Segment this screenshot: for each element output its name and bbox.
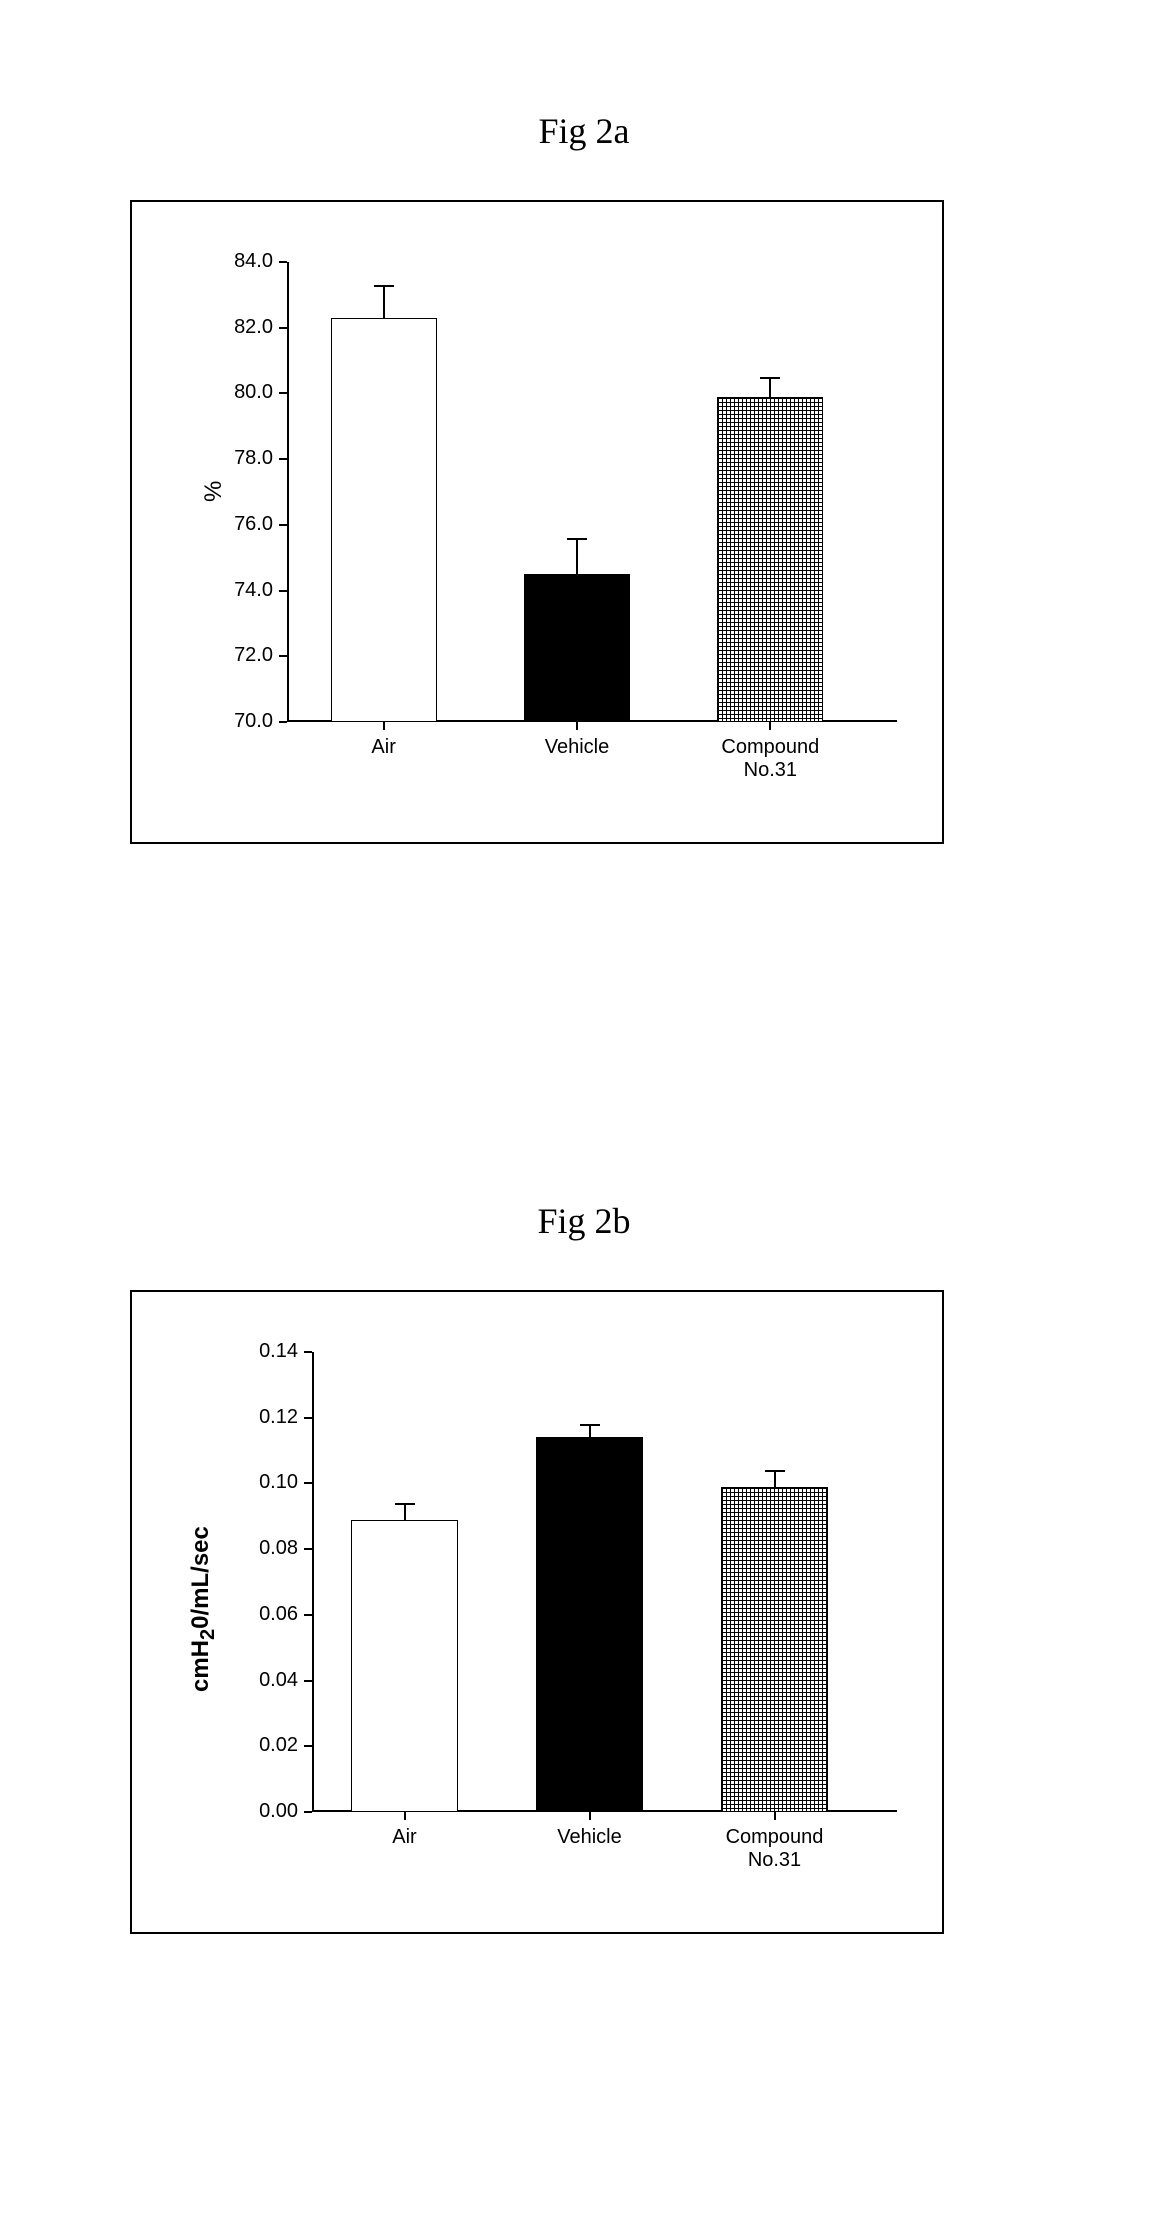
y-tick-label: 82.0	[209, 316, 273, 339]
y-tick	[304, 1417, 312, 1419]
bar	[351, 1520, 458, 1812]
page: Fig 2a 70.0 72.0 74.0 76.0 78.0 80.0 82.0 84.0 A…	[0, 0, 1168, 2217]
error-bar	[576, 538, 578, 574]
x-category-label: Air	[304, 736, 464, 759]
x-tick	[774, 1812, 776, 1820]
y-tick-label: 0.06	[234, 1603, 298, 1626]
y-tick	[279, 524, 287, 526]
y-tick	[304, 1811, 312, 1813]
y-tick-label: 0.08	[234, 1537, 298, 1560]
y-tick	[279, 655, 287, 657]
error-cap	[760, 377, 780, 379]
error-bar	[769, 377, 771, 397]
x-category-label: CompoundNo.31	[695, 1826, 855, 1872]
x-tick	[383, 722, 385, 730]
error-cap	[580, 1424, 600, 1426]
x-tick	[576, 722, 578, 730]
y-tick-label: 0.00	[234, 1800, 298, 1823]
fig2b-plot: 0.000.020.040.060.080.100.120.14AirVehic…	[312, 1352, 867, 1812]
y-tick	[304, 1482, 312, 1484]
fig2b-title: Fig 2b	[0, 1200, 1168, 1242]
y-tick	[304, 1614, 312, 1616]
fig2a-title: Fig 2a	[0, 110, 1168, 152]
y-tick	[279, 261, 287, 263]
y-tick	[279, 327, 287, 329]
y-tick-label: 0.10	[234, 1471, 298, 1494]
y-tick	[304, 1680, 312, 1682]
y-tick-label: 76.0	[209, 513, 273, 536]
error-bar	[774, 1470, 776, 1486]
fig2a-ylabel: %	[200, 481, 228, 502]
y-tick	[304, 1548, 312, 1550]
bar	[331, 318, 437, 722]
y-tick-label: 84.0	[209, 250, 273, 273]
fig2a-panel: 70.0 72.0 74.0 76.0 78.0 80.0 82.0 84.0 Air Vehic…	[130, 200, 944, 844]
y-tick-label: 0.14	[234, 1340, 298, 1363]
y-tick	[279, 721, 287, 723]
y-tick-label: 0.04	[234, 1669, 298, 1692]
y-tick-label: 74.0	[209, 579, 273, 602]
fig2b-ylabel: cmH20/mL/sec	[187, 1526, 220, 1692]
y-tick-label: 0.02	[234, 1734, 298, 1757]
x-category-label: CompoundNo.31	[690, 736, 850, 782]
x-tick	[404, 1812, 406, 1820]
y-axis	[312, 1352, 314, 1812]
error-bar	[383, 285, 385, 318]
bar	[721, 1487, 828, 1812]
y-tick	[279, 590, 287, 592]
y-tick-label: 0.12	[234, 1406, 298, 1429]
y-tick-label: 70.0	[209, 710, 273, 733]
x-category-label: Vehicle	[497, 736, 657, 759]
bar	[536, 1437, 643, 1812]
y-tick	[279, 392, 287, 394]
error-cap	[395, 1503, 415, 1505]
y-tick-label: 78.0	[209, 447, 273, 470]
error-cap	[374, 285, 394, 287]
y-axis	[287, 262, 289, 722]
y-tick-label: 80.0	[209, 381, 273, 404]
fig2a-plot: 70.072.074.076.078.080.082.084.0AirVehic…	[287, 262, 867, 722]
y-tick	[304, 1745, 312, 1747]
error-cap	[567, 538, 587, 540]
y-tick-label: 72.0	[209, 644, 273, 667]
x-category-label: Vehicle	[510, 1826, 670, 1849]
y-tick	[304, 1351, 312, 1353]
error-cap	[765, 1470, 785, 1472]
error-bar	[404, 1503, 406, 1519]
bar	[717, 397, 823, 722]
x-category-label: Air	[325, 1826, 485, 1849]
bar	[524, 574, 630, 722]
fig2b-panel: 0.00 0.02 0.04 0.06 0.08 0.10 0.12 0.14 Air Vehic…	[130, 1290, 944, 1934]
y-tick	[279, 458, 287, 460]
x-tick	[589, 1812, 591, 1820]
x-tick	[769, 722, 771, 730]
